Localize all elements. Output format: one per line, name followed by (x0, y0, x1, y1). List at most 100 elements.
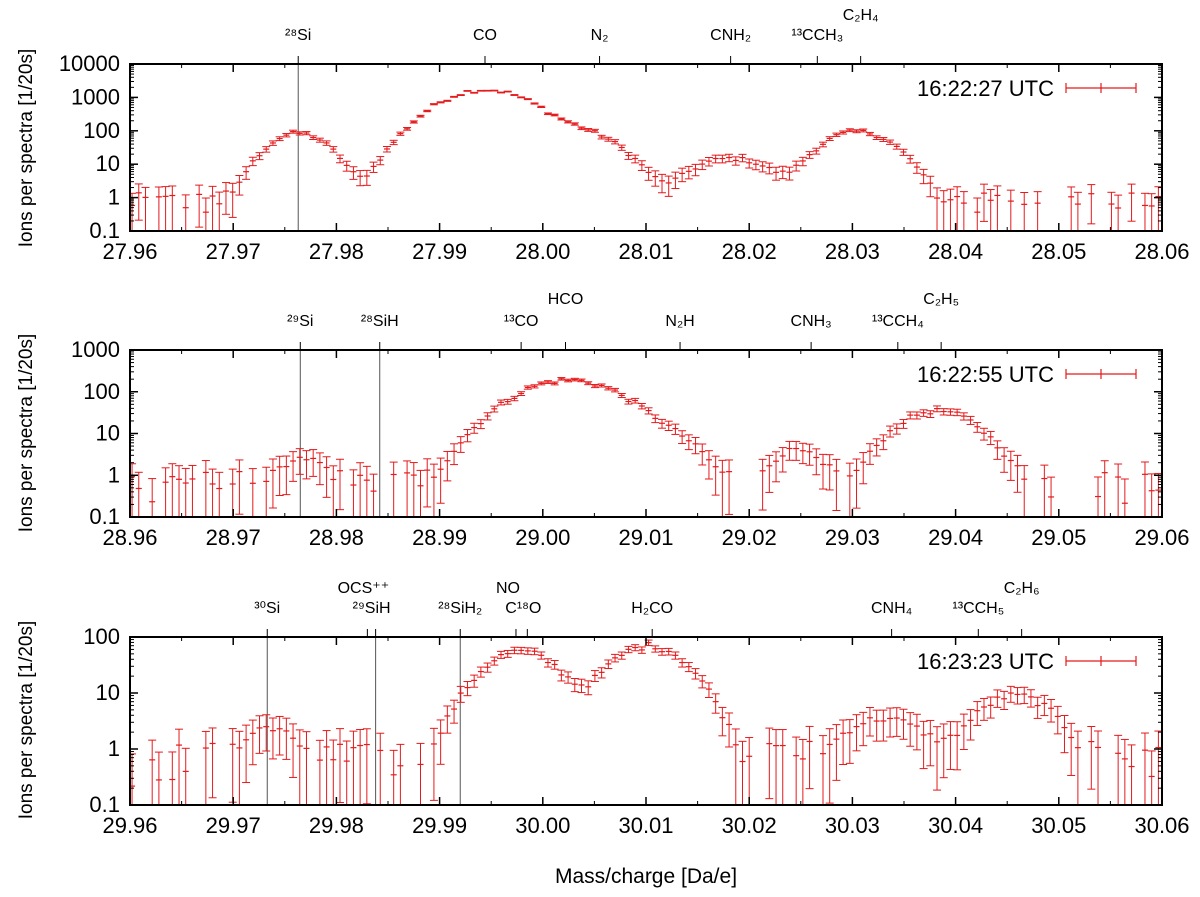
data-point (1013, 687, 1022, 705)
y-axis-label-panel-1: Ions per spectra [1/20s] (16, 49, 37, 248)
data-point (175, 465, 184, 517)
y-tick-label-3-0: 0.1 (89, 792, 120, 817)
data-point (939, 723, 948, 779)
data-point (396, 743, 405, 805)
x-tick-label-1-10: 28.06 (1134, 239, 1189, 264)
data-point (912, 713, 921, 751)
data-point (336, 458, 345, 511)
data-point (181, 467, 190, 517)
data-point (336, 154, 345, 164)
data-point (1000, 447, 1009, 473)
y-tick-label-3-3: 100 (83, 624, 120, 649)
data-point (235, 174, 244, 196)
data-point (818, 735, 827, 805)
legend-label-3: 16:23:23 UTC (917, 649, 1054, 674)
data-point (792, 736, 801, 805)
data-point (798, 156, 807, 167)
series-2 (130, 377, 1162, 517)
data-point (899, 708, 908, 740)
data-point (436, 719, 445, 765)
y-tick-label-1-1: 1 (108, 185, 120, 210)
data-point (161, 186, 170, 231)
data-point (564, 378, 573, 383)
data-point (1140, 192, 1149, 231)
data-point (255, 152, 264, 161)
y-tick-label-1-0: 0.1 (89, 218, 120, 243)
data-point (389, 461, 398, 517)
data-point (986, 430, 995, 446)
data-point (289, 723, 298, 778)
data-point (497, 91, 506, 94)
data-point (302, 731, 311, 805)
data-point (792, 160, 801, 172)
data-point (450, 95, 459, 98)
data-point (711, 455, 720, 496)
data-point (825, 454, 834, 491)
data-point (704, 450, 713, 480)
data-point (356, 729, 365, 805)
data-point (590, 128, 599, 133)
data-point (912, 162, 921, 174)
data-point (168, 751, 177, 805)
data-point (959, 412, 968, 421)
data-point (664, 420, 673, 431)
data-point (946, 188, 955, 231)
data-point (248, 719, 257, 766)
data-point (168, 185, 177, 231)
y-axis-label-panel-2: Ions per spectra [1/20s] (16, 334, 37, 533)
data-point (570, 122, 579, 126)
data-point (228, 182, 237, 218)
data-point (510, 646, 519, 655)
y-tick-label-3-2: 10 (96, 680, 120, 705)
data-point (939, 408, 948, 416)
data-point (718, 706, 727, 737)
data-point (195, 184, 204, 228)
data-point (208, 185, 217, 231)
data-point (651, 414, 660, 424)
data-point (993, 440, 1002, 460)
data-point (684, 434, 693, 451)
data-point (275, 136, 284, 142)
data-point (543, 112, 552, 116)
data-point (584, 381, 593, 386)
data-point (282, 133, 291, 138)
data-point (329, 739, 338, 805)
data-point (268, 140, 277, 146)
data-point (691, 163, 700, 177)
x-tick-label-3-0: 29.96 (102, 813, 157, 838)
data-point (376, 732, 385, 805)
data-point (933, 405, 942, 413)
data-point (557, 117, 566, 121)
data-point (450, 699, 459, 724)
data-point (517, 391, 526, 397)
annotation-label-2-1: ²⁸SiH (361, 313, 399, 330)
data-point (886, 425, 895, 438)
data-point (154, 186, 163, 231)
data-point (295, 448, 304, 475)
x-tick-label-2-0: 28.96 (102, 525, 157, 550)
data-point (637, 402, 646, 410)
data-point (483, 89, 492, 92)
x-tick-label-1-1: 27.97 (206, 239, 261, 264)
x-tick-label-3-1: 29.97 (206, 813, 261, 838)
data-point (818, 141, 827, 148)
annotation-label-3-0: ³⁰Si (254, 600, 280, 617)
panel-2: ²⁹Si ²⁸SiH ¹³CO HCO N₂H CNH₃ ¹³CCH₄ C₂H₅ 28.96 28… (71, 291, 1189, 550)
series-3 (130, 639, 1162, 805)
x-tick-label-1-3: 27.99 (412, 239, 467, 264)
data-point (168, 463, 177, 517)
data-point (490, 405, 499, 413)
data-point (892, 423, 901, 435)
data-point (403, 460, 412, 517)
data-point (919, 409, 928, 417)
data-point (845, 462, 854, 517)
data-point (282, 717, 291, 760)
data-point (604, 386, 613, 391)
x-tick-label-2-1: 28.97 (206, 525, 261, 550)
y-tick-label-2-1: 1 (108, 462, 120, 487)
data-point (993, 185, 1002, 231)
data-point (1147, 750, 1156, 805)
data-point (617, 392, 626, 399)
data-point (671, 423, 680, 435)
data-point (792, 440, 801, 461)
